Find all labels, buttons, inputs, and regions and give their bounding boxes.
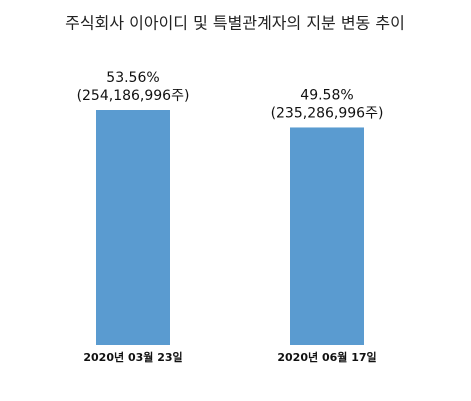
- bar: [290, 127, 364, 345]
- share-label: (235,286,996주): [271, 105, 384, 121]
- bar: [96, 110, 170, 345]
- value-label: 53.56%: [106, 70, 159, 86]
- share-label: (254,186,996주): [77, 88, 190, 104]
- x-tick-label: 2020년 06월 17일: [277, 350, 376, 364]
- x-tick-label: 2020년 03월 23일: [83, 350, 182, 364]
- value-label: 49.58%: [300, 87, 353, 103]
- chart-title: 주식회사 이아이디 및 특별관계자의 지분 변동 추이: [65, 14, 405, 33]
